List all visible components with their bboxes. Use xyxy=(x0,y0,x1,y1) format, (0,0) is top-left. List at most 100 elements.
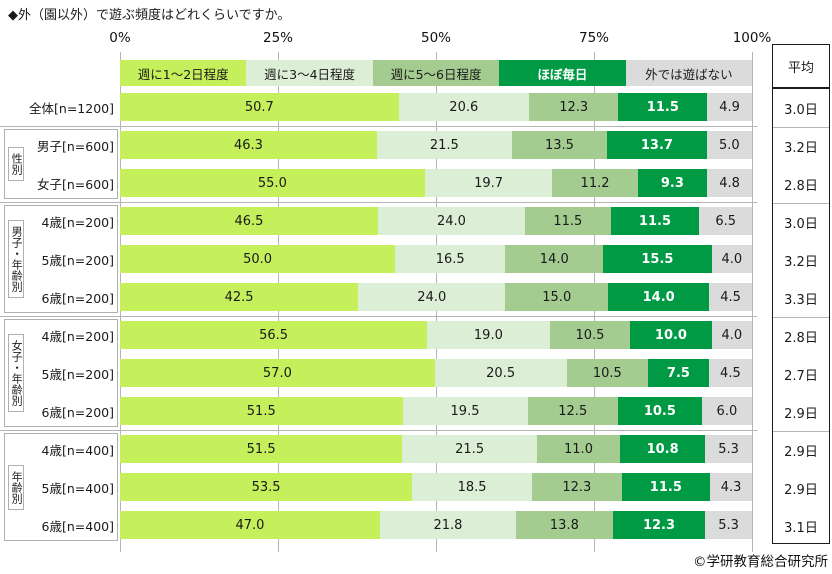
bar-segment: 53.5 xyxy=(120,473,413,501)
average-value: 2.8日 xyxy=(784,330,818,346)
x-axis-tick-label: 75% xyxy=(578,30,610,46)
stacked-bar: 53.5 18.5 12.3 11.5 4.3 xyxy=(120,473,752,501)
x-axis-tick-label: 50% xyxy=(420,30,452,46)
average-value: 2.8日 xyxy=(784,178,818,194)
average-value: 2.9日 xyxy=(784,444,818,460)
bar-segment: 10.5 xyxy=(549,321,631,349)
bar-segment: 24.0 xyxy=(377,207,526,235)
bar-segment: 5.0 xyxy=(706,131,752,159)
row-label: 6歳[n=200] xyxy=(41,290,114,306)
average-column: 3.0日 3.2日 2.8日 3.0日 3.2日 3.3日 2.8日 2.7日 2.9日 2.9日… xyxy=(772,88,830,544)
x-axis-tick-label: 100% xyxy=(732,30,772,46)
group-box: 女子・年齢別 xyxy=(4,319,118,427)
average-value: 3.0日 xyxy=(784,102,818,118)
legend: 週に1～2日程度 週に3～4日程度 週に5～6日程度 ほぼ毎日 外では遊ばない xyxy=(120,60,753,86)
bar-segment: 11.5 xyxy=(618,93,708,121)
bar-segment: 16.5 xyxy=(395,245,506,273)
stacked-bar: 46.3 21.5 13.5 13.7 5.0 xyxy=(120,131,752,159)
bar-segment: 4.5 xyxy=(708,359,753,387)
bar-segment: 46.3 xyxy=(120,131,377,159)
x-axis-tick-label: 0% xyxy=(109,30,131,46)
bar-segment: 21.8 xyxy=(379,511,516,539)
bar-segment: 4.5 xyxy=(709,283,753,311)
bar-segment: 10.8 xyxy=(620,435,706,463)
bar-segment: 24.0 xyxy=(358,283,506,311)
stacked-bar: 42.5 24.0 15.0 14.0 4.5 xyxy=(120,283,753,311)
bar-segment: 4.8 xyxy=(707,169,752,197)
group-label: 女子・年齢別 xyxy=(8,334,25,412)
stacked-bar: 51.5 21.5 11.0 10.8 5.3 xyxy=(120,435,752,463)
bar-segment: 15.5 xyxy=(603,245,712,273)
stacked-bar: 50.0 16.5 14.0 15.5 4.0 xyxy=(120,245,752,273)
bar-segment: 47.0 xyxy=(120,511,380,539)
row-label: 全体[n=1200] xyxy=(29,100,114,116)
average-value: 2.9日 xyxy=(784,406,818,422)
average-value: 3.2日 xyxy=(784,254,818,270)
bar-segment: 6.0 xyxy=(701,397,753,425)
group-separator xyxy=(0,202,757,203)
bar-segment: 19.5 xyxy=(402,397,528,425)
average-value: 3.2日 xyxy=(784,140,818,156)
bar-segment: 9.3 xyxy=(637,169,708,197)
bar-segment: 13.5 xyxy=(511,131,608,159)
legend-item: 週に1～2日程度 xyxy=(120,60,247,86)
bar-segment: 15.0 xyxy=(505,283,609,311)
bar-segment: 5.3 xyxy=(705,511,752,539)
bar-segment: 11.0 xyxy=(536,435,621,463)
group-separator xyxy=(773,127,829,128)
group-label: 年齢別 xyxy=(8,464,25,510)
bar-segment: 12.5 xyxy=(527,397,618,425)
group-box: 性別 xyxy=(4,129,118,199)
row-label: 男子[n=600] xyxy=(36,138,114,154)
bar-segment: 7.5 xyxy=(648,359,709,387)
group-separator xyxy=(773,431,829,432)
stacked-bar: 50.7 20.6 12.3 11.5 4.9 xyxy=(120,93,752,121)
bar-segment: 12.3 xyxy=(612,511,706,539)
bar-segment: 21.5 xyxy=(376,131,512,159)
bar-segment: 13.7 xyxy=(607,131,707,159)
bar-segment: 12.3 xyxy=(532,473,622,501)
bar-segment: 57.0 xyxy=(120,359,435,387)
group-separator xyxy=(773,203,829,204)
bar-segment: 4.3 xyxy=(710,473,752,501)
row-label: 6歳[n=400] xyxy=(41,518,114,534)
bar-segment: 12.3 xyxy=(528,93,619,121)
bar-segment: 11.2 xyxy=(552,169,638,197)
bar-segment: 55.0 xyxy=(120,169,425,197)
group-separator xyxy=(0,430,757,431)
row-label: 4歳[n=200] xyxy=(41,214,114,230)
bar-segment: 6.5 xyxy=(699,207,752,235)
row-label: 女子[n=600] xyxy=(36,176,114,192)
stacked-bar: 51.5 19.5 12.5 10.5 6.0 xyxy=(120,397,753,425)
legend-item: 週に3～4日程度 xyxy=(246,60,373,86)
bar-segment: 20.5 xyxy=(434,359,567,387)
average-column-header: 平均 xyxy=(772,44,830,88)
bar-segment: 19.0 xyxy=(427,321,550,349)
bar-segment: 50.7 xyxy=(120,93,399,121)
bar-segment: 4.0 xyxy=(711,245,752,273)
average-value: 3.1日 xyxy=(784,520,818,536)
group-label: 男子・年齢別 xyxy=(8,220,25,298)
row-label: 5歳[n=200] xyxy=(41,366,114,382)
group-box: 男子・年齢別 xyxy=(4,205,118,313)
group-label: 性別 xyxy=(8,147,25,181)
bar-segment: 21.5 xyxy=(402,435,537,463)
average-value: 3.0日 xyxy=(784,216,818,232)
group-separator xyxy=(0,126,757,127)
stacked-bar: 56.5 19.0 10.5 10.0 4.0 xyxy=(120,321,752,349)
bar-segment: 14.0 xyxy=(505,245,604,273)
bar-segment: 50.0 xyxy=(120,245,396,273)
bar-segment: 14.0 xyxy=(608,283,710,311)
bar-segment: 4.0 xyxy=(711,321,752,349)
bar-segment: 10.5 xyxy=(618,397,702,425)
row-label: 5歳[n=200] xyxy=(41,252,114,268)
row-label: 5歳[n=400] xyxy=(41,480,114,496)
legend-item: ほぼ毎日 xyxy=(499,60,626,86)
row-label: 4歳[n=400] xyxy=(41,442,114,458)
page-title: ◆外（園以外）で遊ぶ頻度はどれくらいですか。 xyxy=(8,8,291,23)
group-separator xyxy=(0,316,757,317)
bar-segment: 19.7 xyxy=(424,169,553,197)
stacked-bar: 57.0 20.5 10.5 7.5 4.5 xyxy=(120,359,753,387)
group-separator xyxy=(773,317,829,318)
